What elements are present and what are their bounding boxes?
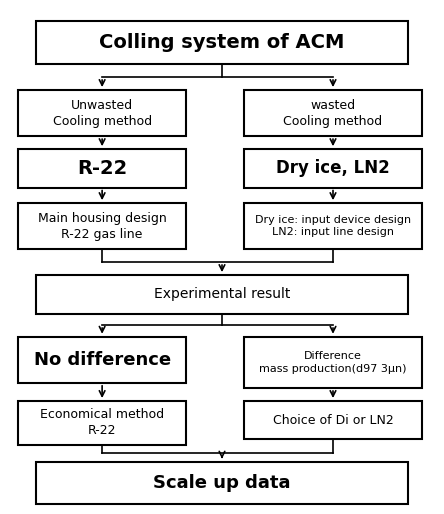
FancyBboxPatch shape: [18, 149, 186, 188]
FancyBboxPatch shape: [244, 90, 422, 136]
Text: wasted
Cooling method: wasted Cooling method: [283, 99, 383, 127]
FancyBboxPatch shape: [244, 149, 422, 188]
FancyBboxPatch shape: [36, 462, 408, 504]
Text: Dry ice: input device design
LN2: input line design: Dry ice: input device design LN2: input …: [255, 215, 411, 237]
Text: R-22: R-22: [77, 159, 127, 178]
Text: Economical method
R-22: Economical method R-22: [40, 408, 164, 437]
FancyBboxPatch shape: [244, 203, 422, 249]
FancyBboxPatch shape: [244, 337, 422, 388]
FancyBboxPatch shape: [36, 275, 408, 314]
Text: Experimental result: Experimental result: [154, 287, 290, 301]
Text: Unwasted
Cooling method: Unwasted Cooling method: [52, 99, 152, 127]
FancyBboxPatch shape: [18, 337, 186, 383]
Text: Dry ice, LN2: Dry ice, LN2: [276, 159, 390, 177]
Text: Difference
mass production(d97 3μn): Difference mass production(d97 3μn): [259, 351, 407, 374]
FancyBboxPatch shape: [244, 401, 422, 439]
Text: Scale up data: Scale up data: [153, 473, 291, 492]
Text: Choice of Di or LN2: Choice of Di or LN2: [273, 414, 393, 427]
Text: Main housing design
R-22 gas line: Main housing design R-22 gas line: [38, 212, 166, 241]
FancyBboxPatch shape: [18, 90, 186, 136]
Text: Colling system of ACM: Colling system of ACM: [99, 33, 345, 52]
FancyBboxPatch shape: [36, 21, 408, 64]
Text: No difference: No difference: [34, 351, 170, 369]
FancyBboxPatch shape: [18, 203, 186, 249]
FancyBboxPatch shape: [18, 401, 186, 445]
